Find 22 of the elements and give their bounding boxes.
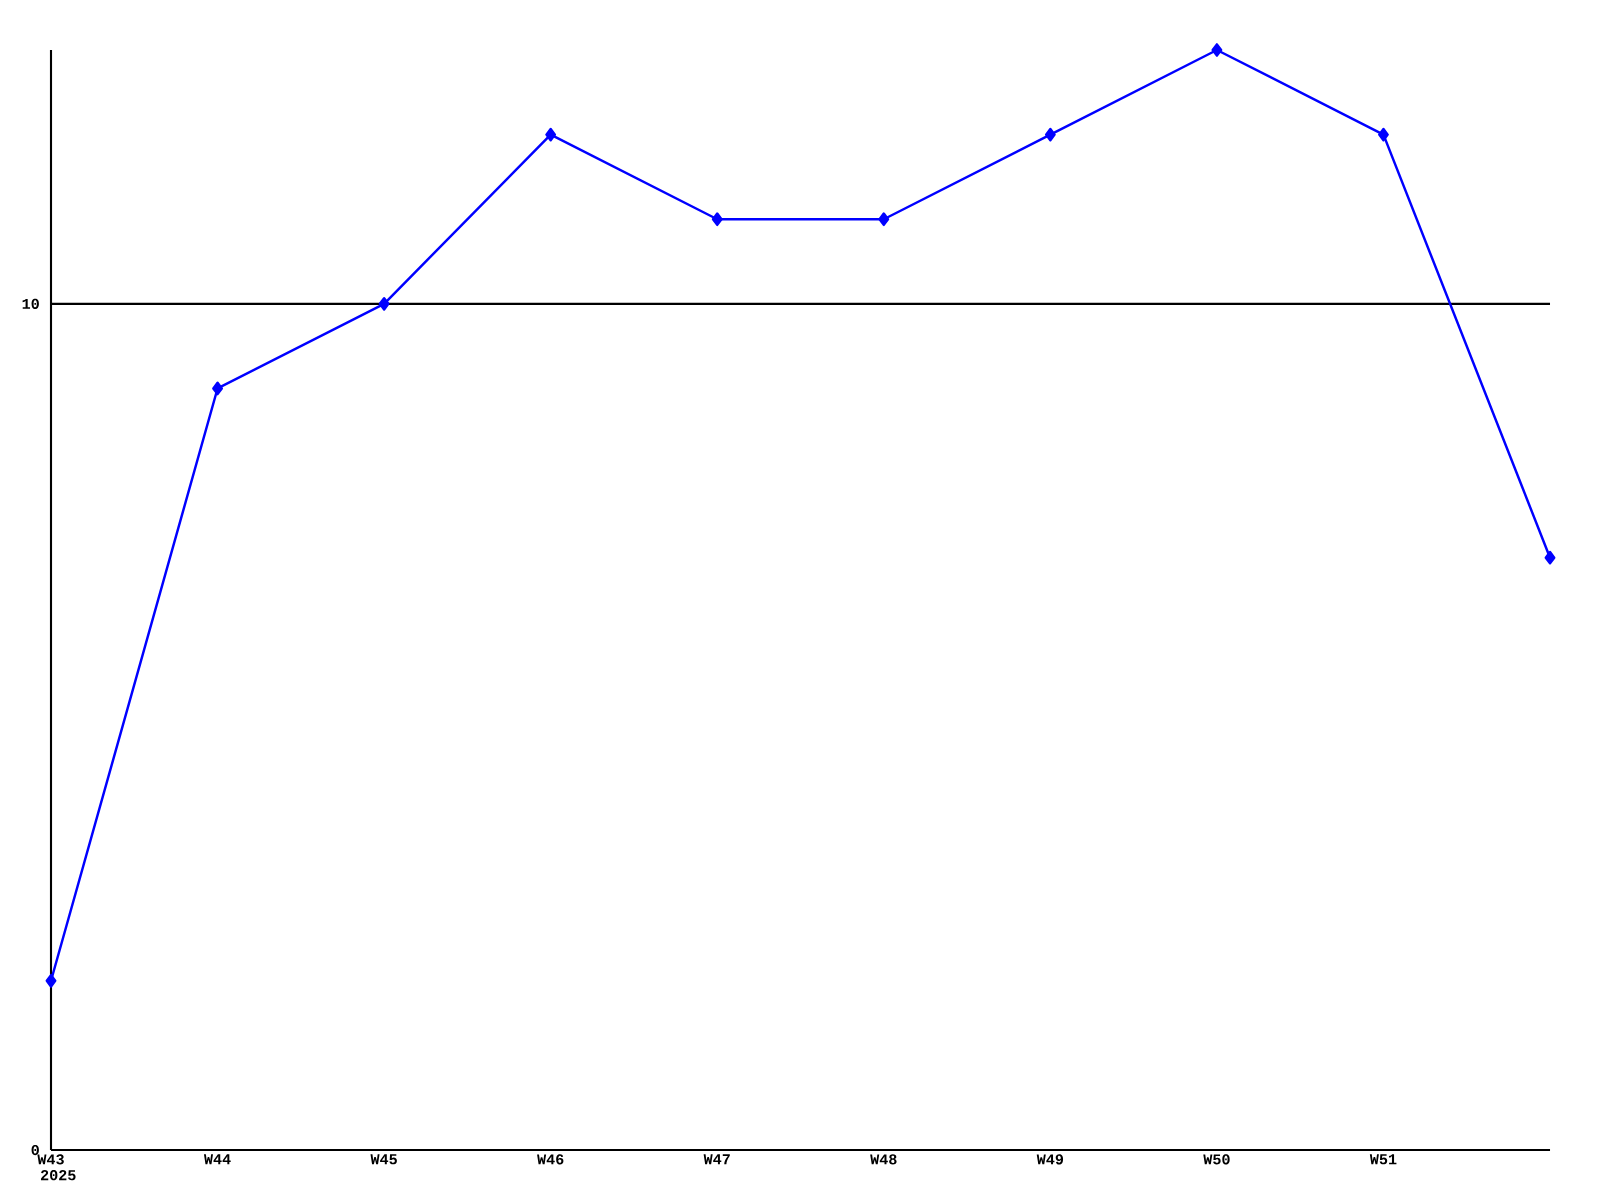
y-tick-label: 0: [31, 1144, 39, 1156]
text: 2025: [40, 1170, 76, 1181]
y-tick-label: 10: [22, 298, 39, 309]
x-tick-label: W50: [1203, 1154, 1230, 1165]
x-tick-label: W47: [703, 1154, 730, 1165]
x-tick-label: W51: [1369, 1154, 1397, 1165]
point: [711, 212, 723, 227]
point: [1211, 43, 1223, 57]
x-tick-label: W45: [370, 1154, 397, 1165]
x-tick-label: W49: [1036, 1154, 1064, 1165]
point: [212, 381, 224, 396]
point: [1544, 550, 1556, 565]
x-tick-label: W48: [870, 1154, 897, 1165]
point: [45, 973, 57, 988]
point: [878, 212, 890, 227]
point: [545, 127, 557, 142]
point: [1044, 127, 1056, 142]
point: [378, 296, 390, 311]
x-tick-label: W43: [37, 1154, 64, 1165]
x-tick-label: W44: [203, 1154, 231, 1165]
point: [1378, 127, 1389, 142]
x-tick-label: W46: [537, 1154, 564, 1165]
